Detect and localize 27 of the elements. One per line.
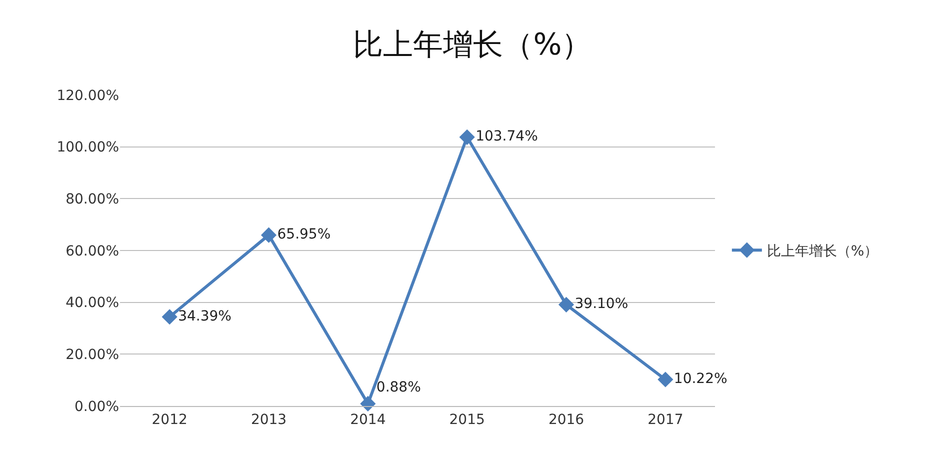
data-label: 10.22% bbox=[674, 371, 728, 388]
x-tick-label: 2013 bbox=[250, 412, 287, 428]
x-tick-label: 2015 bbox=[449, 412, 485, 428]
y-tick-label: 0.00% bbox=[74, 398, 119, 415]
data-label: 39.10% bbox=[574, 296, 628, 312]
y-tick-label: 100.00% bbox=[56, 140, 119, 156]
y-tick-label: 20.00% bbox=[66, 347, 119, 364]
point bbox=[260, 227, 277, 243]
point bbox=[459, 129, 475, 145]
point bbox=[558, 296, 574, 312]
x-tick-label: 2014 bbox=[350, 412, 386, 428]
y-tick-label: 60.00% bbox=[66, 243, 119, 260]
y-tick-label: 40.00% bbox=[66, 295, 119, 312]
point bbox=[162, 309, 178, 325]
x-tick-label: 2016 bbox=[548, 412, 584, 428]
data-label: 65.95% bbox=[277, 226, 331, 243]
data-label: 103.74% bbox=[476, 128, 538, 145]
data-label: 0.88% bbox=[376, 380, 421, 396]
point bbox=[658, 372, 674, 388]
x-tick-label: 2017 bbox=[648, 412, 684, 428]
point bbox=[360, 396, 376, 412]
x-tick-label: 2012 bbox=[152, 412, 188, 428]
legend-label: 比上年增长（%） bbox=[766, 244, 878, 260]
data-label: 34.39% bbox=[178, 308, 232, 324]
y-tick-label: 120.00% bbox=[56, 88, 119, 104]
chart-title: 比上年增长（%） bbox=[353, 27, 592, 62]
y-tick-label: 80.00% bbox=[66, 192, 119, 208]
